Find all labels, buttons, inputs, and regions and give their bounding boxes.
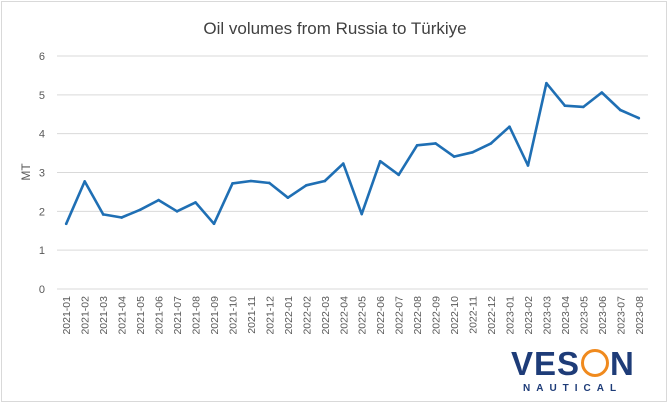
data-point bbox=[341, 162, 345, 165]
data-point bbox=[231, 182, 234, 185]
x-tick-label: 2022-05 bbox=[357, 296, 369, 335]
x-tick-label: 2021-03 bbox=[98, 296, 110, 335]
x-tick-label: 2023-01 bbox=[504, 296, 516, 335]
y-axis-label: MT bbox=[19, 163, 33, 181]
x-tick-label: 2022-09 bbox=[431, 296, 443, 335]
data-point bbox=[600, 91, 604, 94]
y-tick-label: 2 bbox=[39, 206, 45, 218]
x-tick-label: 2023-07 bbox=[615, 296, 627, 335]
data-point bbox=[249, 179, 253, 183]
x-tick-label: 2022-04 bbox=[338, 296, 350, 335]
y-tick-label: 0 bbox=[39, 284, 45, 296]
x-tick-label: 2021-10 bbox=[227, 296, 239, 335]
x-tick-label: 2021-11 bbox=[246, 296, 258, 334]
data-point bbox=[120, 216, 123, 219]
x-tick-label: 2023-04 bbox=[560, 296, 572, 335]
logo-o-ring bbox=[581, 349, 610, 378]
x-tick-label: 2023-05 bbox=[578, 296, 590, 335]
y-tick-label: 5 bbox=[39, 90, 45, 102]
x-tick-label: 2023-06 bbox=[597, 296, 609, 335]
x-tick-label: 2022-11 bbox=[468, 296, 480, 334]
data-point bbox=[138, 208, 142, 212]
y-tick-label: 6 bbox=[39, 51, 45, 63]
x-tick-label: 2021-02 bbox=[80, 296, 92, 335]
data-point bbox=[582, 105, 585, 109]
logo-wordmark: VES N bbox=[511, 345, 635, 383]
x-tick-label: 2022-08 bbox=[412, 296, 424, 335]
gridlines bbox=[57, 55, 648, 290]
x-tick-labels: 2021-01 2021-02 2021-03 2021-04 2021-05 2021-… bbox=[61, 296, 646, 335]
x-tick-label: 2021-01 bbox=[61, 296, 73, 335]
data-point bbox=[471, 151, 474, 154]
veson-nautical-logo: VES N NAUTICAL bbox=[505, 345, 635, 397]
data-point bbox=[637, 116, 641, 120]
data-point bbox=[305, 184, 308, 187]
x-tick-label: 2021-06 bbox=[154, 296, 166, 335]
data-point bbox=[378, 159, 382, 163]
x-tick-label: 2021-04 bbox=[117, 296, 129, 335]
x-tick-label: 2021-08 bbox=[191, 296, 203, 335]
data-point bbox=[212, 222, 216, 226]
data-point bbox=[360, 212, 364, 216]
data-point bbox=[83, 180, 87, 183]
data-point bbox=[434, 142, 437, 145]
x-tick-label: 2022-03 bbox=[320, 296, 332, 335]
data-point bbox=[489, 142, 493, 145]
data-point bbox=[618, 108, 622, 112]
data-point bbox=[286, 196, 290, 200]
data-point bbox=[526, 164, 530, 167]
y-tick-labels: 0 1 2 3 4 5 6 bbox=[39, 51, 45, 296]
series-line bbox=[64, 81, 641, 226]
x-tick-label: 2022-06 bbox=[375, 296, 387, 335]
x-tick-label: 2021-12 bbox=[264, 296, 276, 335]
data-point bbox=[508, 125, 511, 128]
data-point bbox=[323, 179, 327, 183]
data-point bbox=[397, 173, 400, 177]
x-tick-label: 2021-07 bbox=[172, 296, 184, 335]
x-tick-label: 2022-01 bbox=[283, 296, 295, 335]
x-tick-label: 2023-08 bbox=[634, 296, 646, 335]
x-tick-label: 2022-10 bbox=[449, 296, 461, 335]
series-layer bbox=[64, 81, 641, 226]
data-point bbox=[157, 198, 160, 202]
x-tick-label: 2022-02 bbox=[301, 296, 313, 335]
data-point bbox=[563, 104, 567, 108]
logo-word-right: N bbox=[610, 345, 635, 382]
y-tick-label: 3 bbox=[39, 168, 45, 180]
data-point bbox=[64, 222, 68, 226]
data-point bbox=[545, 81, 548, 85]
x-tick-label: 2021-09 bbox=[209, 296, 221, 335]
chart-title: Oil volumes from Russia to Türkiye bbox=[203, 19, 466, 38]
x-tick-label: 2021-05 bbox=[135, 296, 147, 335]
y-tick-label: 1 bbox=[39, 245, 45, 257]
y-tick-label: 4 bbox=[39, 129, 45, 141]
data-point bbox=[194, 201, 197, 204]
logo-word-left: VES bbox=[511, 345, 581, 382]
data-point bbox=[175, 210, 179, 213]
data-point bbox=[268, 181, 271, 185]
data-point bbox=[415, 144, 419, 147]
x-tick-label: 2023-03 bbox=[541, 296, 553, 335]
x-tick-label: 2022-07 bbox=[394, 296, 406, 335]
data-point bbox=[452, 155, 456, 158]
x-tick-label: 2023-02 bbox=[523, 296, 535, 335]
x-tick-label: 2022-12 bbox=[486, 296, 498, 335]
logo-subtitle: NAUTICAL bbox=[523, 383, 623, 394]
data-point bbox=[101, 213, 105, 216]
